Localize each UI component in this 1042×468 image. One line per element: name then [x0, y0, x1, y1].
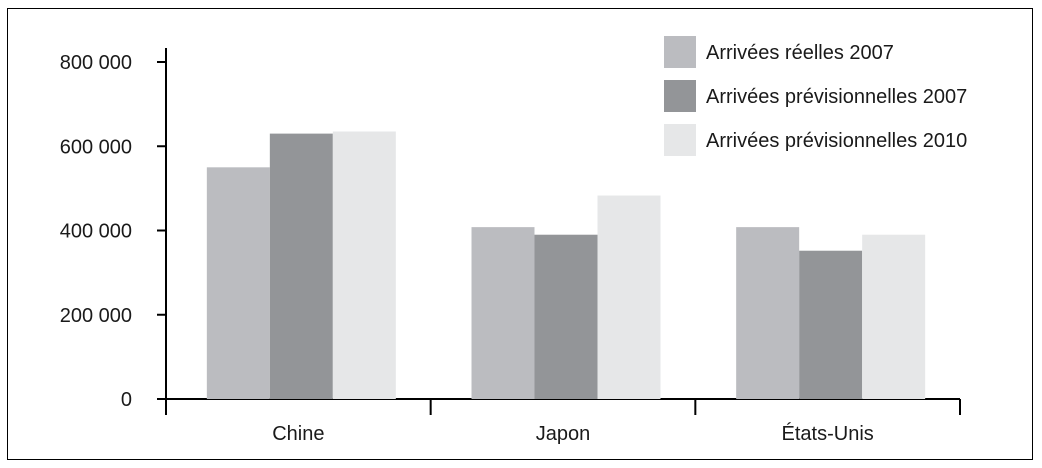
bar: [332, 131, 396, 399]
x-category-label: Japon: [536, 423, 591, 445]
y-tick-label: 0: [121, 389, 132, 411]
legend-swatch: [664, 80, 696, 112]
legend-swatch: [664, 36, 696, 68]
y-axis: 0 200 000 400 000 600 000 800 000: [60, 48, 167, 415]
bar: [862, 234, 926, 399]
legend: Arrivées réelles 2007 Arrivées prévisionn…: [664, 36, 967, 156]
x-category-label: États-Unis: [782, 422, 874, 445]
bar: [206, 167, 270, 399]
y-tick-label: 800 000: [60, 52, 132, 74]
y-tick-label: 400 000: [60, 221, 132, 243]
x-axis: Chine Japon États-Unis: [165, 398, 961, 445]
bars: [206, 131, 926, 400]
legend-swatch: [664, 124, 696, 156]
bar: [736, 227, 800, 399]
bar: [799, 250, 863, 399]
bar: [597, 195, 661, 399]
y-tick-label: 200 000: [60, 305, 132, 327]
legend-label: Arrivées prévisionnelles 2007: [706, 86, 967, 108]
legend-label: Arrivées prévisionnelles 2010: [706, 130, 967, 152]
y-tick-label: 600 000: [60, 136, 132, 158]
bar: [269, 133, 333, 400]
x-category-label: Chine: [272, 423, 324, 445]
bar: [534, 234, 598, 399]
bar: [471, 227, 535, 399]
legend-label: Arrivées réelles 2007: [706, 42, 894, 64]
